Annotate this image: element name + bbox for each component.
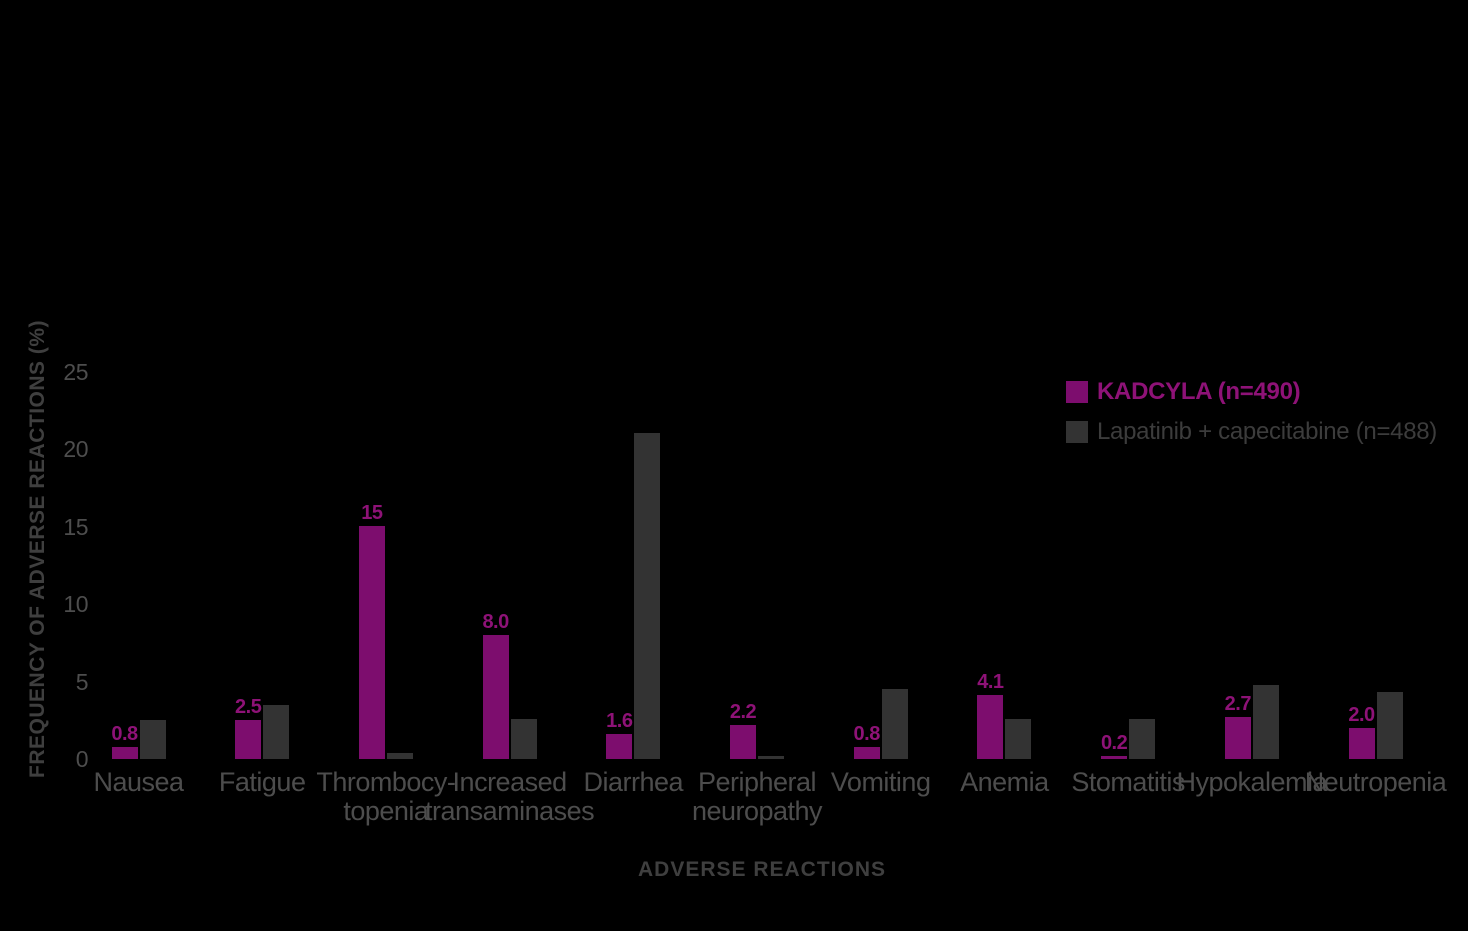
comparator-bar [510, 719, 537, 759]
kadcyla-bar [1224, 717, 1251, 759]
y-tick-label: 0 [75, 746, 89, 772]
comparator-bar [1005, 719, 1032, 759]
legend-label: Lapatinib + capecitabine (n=488) [1097, 418, 1437, 445]
kadcyla-bar [235, 720, 262, 759]
comparator-bar [634, 433, 661, 759]
category-label: Neutropenia [1304, 767, 1447, 797]
bar-value-label: 2.2 [729, 701, 757, 723]
bar-value-label: 15 [361, 502, 383, 524]
legend-item-comparator: Lapatinib + capecitabine (n=488) [1066, 418, 1437, 446]
bar-value-label: 0.8 [853, 723, 881, 745]
category-label: Anemia [960, 767, 1049, 797]
y-tick-label: 15 [63, 513, 88, 540]
y-tick-label: 20 [63, 436, 88, 462]
comparator-bar [1129, 719, 1156, 759]
category-label: Thrombocy-topenia [316, 767, 456, 826]
legend-item-kadcyla: KADCYLA (n=490) [1066, 378, 1437, 406]
bar-value-label: 0.8 [111, 723, 138, 745]
chart-legend: KADCYLA (n=490) Lapatinib + capecitabine… [1066, 378, 1437, 458]
bar-value-label: 2.7 [1224, 693, 1252, 715]
category-label: Diarrhea [583, 767, 684, 797]
kadcyla-bar [606, 734, 633, 759]
legend-label: KADCYLA (n=490) [1097, 378, 1301, 405]
category-label: Hypokalemia [1176, 767, 1328, 797]
kadcyla-bar [1101, 756, 1128, 759]
comparator-bar [139, 720, 166, 759]
comparator-bar [1252, 685, 1279, 759]
kadcyla-bar [853, 747, 880, 759]
y-axis-title: FREQUENCY OF ADVERSE REACTIONS (%) [26, 319, 49, 778]
x-axis-title: ADVERSE REACTIONS [637, 858, 887, 881]
comparator-swatch-icon [1066, 421, 1088, 443]
bar-value-label: 0.2 [1100, 732, 1128, 754]
bar-value-label: 4.1 [977, 671, 1004, 693]
category-label: Nausea [93, 767, 184, 797]
category-label: Increased transaminases [425, 767, 595, 826]
comparator-bar [386, 753, 413, 759]
y-tick-label: 10 [63, 591, 88, 617]
comparator-bar [263, 705, 290, 759]
kadcyla-bar [358, 526, 385, 759]
bar-value-label: 1.6 [606, 710, 633, 732]
y-tick-label: 25 [63, 358, 88, 385]
category-label: Fatigue [218, 767, 306, 797]
kadcyla-bar [482, 635, 509, 759]
comparator-bar [1376, 692, 1403, 759]
kadcyla-bar [1348, 728, 1375, 759]
bar-value-label: 8.0 [482, 611, 509, 633]
kadcyla-bar [111, 747, 138, 759]
kadcyla-bar [730, 725, 756, 759]
bar-value-label: 2.0 [1348, 704, 1375, 726]
category-label: Stomatitis [1071, 767, 1185, 797]
bar-value-label: 2.5 [235, 696, 262, 718]
comparator-bar [881, 689, 908, 759]
kadcyla-swatch-icon [1066, 381, 1088, 403]
comparator-bar [758, 756, 784, 759]
category-label: Peripheral neuropathy [691, 767, 823, 826]
kadcyla-bar [977, 695, 1004, 759]
category-label: Vomiting [830, 767, 931, 797]
y-tick-label: 5 [75, 668, 89, 695]
